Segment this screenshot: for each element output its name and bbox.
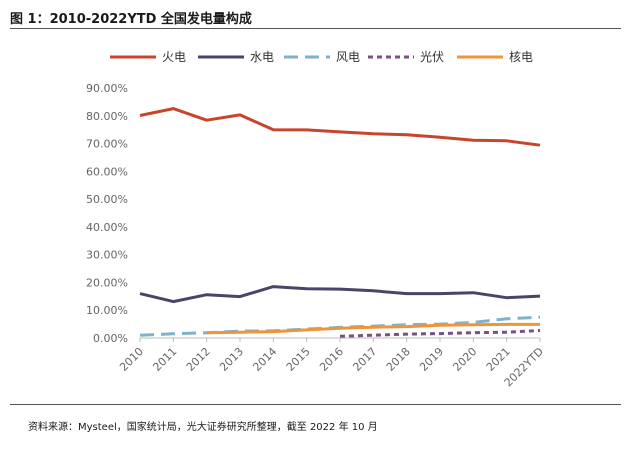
- y-tick-label: 90.00%: [86, 82, 128, 95]
- series-line-火电: [139, 107, 541, 147]
- legend-label: 光伏: [420, 50, 444, 64]
- x-tick-label: 2020: [450, 345, 479, 374]
- x-tick-label: 2017: [350, 345, 379, 374]
- y-tick-label: 0.00%: [93, 332, 128, 345]
- y-tick-label: 30.00%: [86, 249, 128, 262]
- x-tick-label: 2013: [217, 345, 246, 374]
- y-tick-label: 20.00%: [86, 276, 128, 289]
- x-axis: 2010 2011 2012 2013 2014 2015 2016 2017 2018 2019…: [117, 337, 546, 389]
- series-line-核电: [206, 322, 540, 335]
- chart-legend: 火电 水电 风电 光伏 核电: [110, 50, 533, 64]
- x-tick-label: 2019: [417, 345, 446, 374]
- x-tick-label: 2021: [484, 345, 513, 374]
- series-layer: [139, 107, 541, 338]
- y-tick-label: 40.00%: [86, 221, 128, 234]
- x-tick-label: 2010: [117, 345, 146, 374]
- x-tick-label: 2012: [184, 345, 213, 374]
- x-tick-label: 2016: [317, 345, 346, 374]
- y-tick-label: 50.00%: [86, 193, 128, 206]
- y-tick-label: 60.00%: [86, 165, 128, 178]
- legend-label: 水电: [250, 50, 274, 64]
- series-line-光伏: [339, 329, 541, 338]
- y-tick-label: 10.00%: [86, 304, 128, 317]
- legend-label: 核电: [509, 50, 533, 64]
- footer-divider: [10, 404, 621, 405]
- chart-title: 图 1：2010-2022YTD 全国发电量构成: [10, 12, 252, 27]
- series-line-风电: [139, 315, 541, 337]
- source-note: 资料来源：Mysteel，国家统计局，光大证券研究所整理，截至 2022 年 1…: [28, 422, 378, 433]
- series-line-水电: [139, 285, 541, 304]
- x-tick-label: 2018: [384, 345, 413, 374]
- x-tick-label: 2014: [250, 345, 279, 374]
- line-chart: 火电 水电 风电 光伏 核电 0.00% 10.00% 20.00% 30.00% 40.00%…: [86, 50, 546, 389]
- y-axis: 0.00% 10.00% 20.00% 30.00% 40.00% 50.00% 60.00…: [86, 82, 128, 345]
- title-divider: [10, 28, 621, 29]
- y-tick-label: 70.00%: [86, 138, 128, 151]
- y-tick-label: 80.00%: [86, 110, 128, 123]
- legend-label: 火电: [162, 50, 186, 64]
- x-tick-label: 2015: [284, 345, 313, 374]
- legend-label: 风电: [336, 50, 360, 64]
- x-tick-label: 2011: [150, 345, 179, 374]
